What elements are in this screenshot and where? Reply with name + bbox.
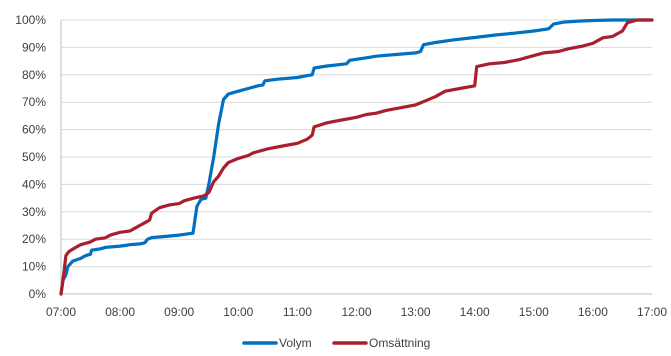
- series-line-omsattning: [59, 18, 654, 296]
- x-tick-label: 09:00: [164, 305, 194, 319]
- legend: Volym Omsättning: [242, 336, 430, 350]
- x-tick-label: 08:00: [105, 305, 135, 319]
- x-tick-label: 10:00: [223, 305, 253, 319]
- y-tick-label: 60%: [22, 123, 46, 137]
- x-tick-label: 16:00: [578, 305, 608, 319]
- y-tick-label: 90%: [22, 40, 46, 54]
- gridlines: [61, 19, 652, 268]
- y-tick-label: 70%: [22, 95, 46, 109]
- y-tick-label: 30%: [22, 205, 46, 219]
- legend-label: Volym: [279, 336, 312, 350]
- x-tick-label: 12:00: [341, 305, 371, 319]
- y-tick-label: 100%: [15, 13, 46, 27]
- y-tick-label: 80%: [22, 68, 46, 82]
- x-tick-label: 07:00: [46, 305, 76, 319]
- x-tick-label: 14:00: [460, 305, 490, 319]
- x-tick-label: 15:00: [519, 305, 549, 319]
- series-line-volym: [59, 18, 654, 296]
- y-tick-label: 40%: [22, 177, 46, 191]
- y-tick-label: 50%: [22, 150, 46, 164]
- axes: [60, 20, 652, 295]
- y-axis-tick-labels: 0% 10% 20% 30% 40% 50% 60% 70% 80% 90% 100%: [15, 13, 46, 301]
- x-tick-label: 17:00: [637, 305, 667, 319]
- x-tick-label: 11:00: [283, 305, 312, 319]
- y-tick-label: 20%: [22, 232, 46, 246]
- x-tick-label: 13:00: [401, 305, 431, 319]
- x-axis-tick-labels: 07:00 08:00 09:00 10:00 11:00 12:00 13:00 14:00…: [46, 305, 667, 319]
- y-tick-label: 10%: [22, 260, 46, 274]
- y-tick-label: 0%: [29, 287, 47, 301]
- legend-label: Omsättning: [369, 336, 430, 350]
- series-lines: [59, 18, 654, 296]
